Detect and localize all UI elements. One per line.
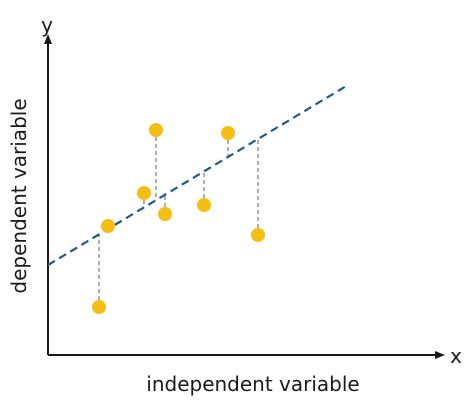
x-axis-letter: x	[450, 344, 462, 368]
data-point	[149, 123, 163, 137]
x-axis-arrowhead	[435, 351, 445, 359]
data-point	[251, 228, 265, 242]
data-point	[158, 207, 172, 221]
y-axis-arrowhead	[44, 34, 52, 44]
data-points	[92, 123, 265, 314]
data-point	[92, 300, 106, 314]
data-point	[197, 198, 211, 212]
x-axis-label: independent variable	[146, 372, 359, 396]
data-point	[137, 186, 151, 200]
y-axis-letter: y	[41, 13, 53, 37]
y-axis-label: dependent variable	[7, 98, 31, 293]
data-point	[101, 219, 115, 233]
data-point	[221, 126, 235, 140]
regression-line	[47, 84, 349, 266]
residual-lines	[98, 130, 259, 307]
